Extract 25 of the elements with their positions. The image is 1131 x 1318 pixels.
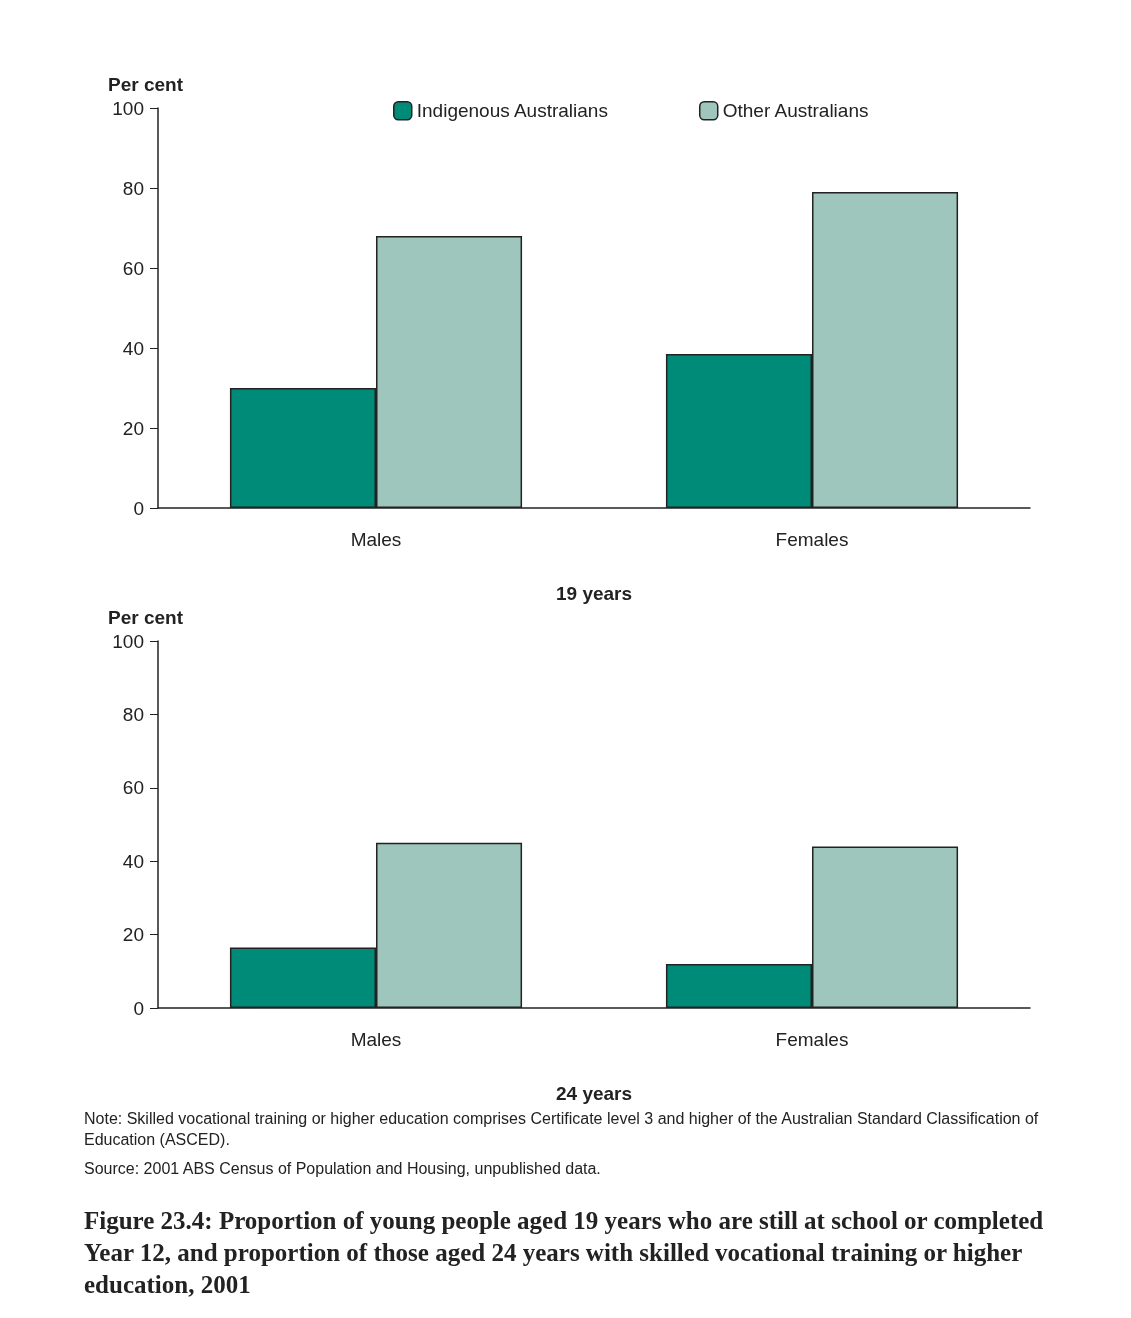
y-tick-label: 100 xyxy=(112,97,144,119)
x-tick-label: Females xyxy=(775,529,849,550)
x-axis-title: 19 years xyxy=(555,583,633,604)
y-tick-label: 40 xyxy=(122,337,144,359)
text: Note: Skilled vocational training or higher education comprises Certificate level 3 and higher of the Australian Standard Classification of Education (ASCED). xyxy=(84,1109,1040,1150)
source-note: Source: 2001 ABS Census of Population and Housing, unpublished data. xyxy=(84,1159,602,1179)
y-tick-label: 100 xyxy=(112,630,144,652)
y-tick-label: 80 xyxy=(122,703,144,725)
legend-label: Indigenous Australians xyxy=(416,100,608,122)
y-tick-label: 60 xyxy=(122,257,144,279)
y-tick-label: 0 xyxy=(133,997,144,1019)
legend-label: Other Australians xyxy=(722,100,869,122)
y-axis-title: Per cent xyxy=(108,74,184,95)
x-tick-label: Males xyxy=(350,1029,402,1050)
caption: Figure 23.4: Proportion of young people aged 19 years who are still at school or completed Year 12, and proportion of those aged 24 years with skilled vocational training or higher education, 2001 xyxy=(84,1206,1045,1300)
y-tick-label: 60 xyxy=(122,777,144,799)
y-tick-label: 40 xyxy=(122,850,144,872)
y-tick-label: 20 xyxy=(122,417,144,439)
y-axis-title: Per cent xyxy=(108,607,184,628)
y-tick-label: 80 xyxy=(122,177,144,199)
y-tick-label: 20 xyxy=(122,924,144,946)
x-tick-label: Females xyxy=(775,1029,849,1050)
x-tick-label: Males xyxy=(350,529,402,550)
y-tick-label: 0 xyxy=(133,497,144,519)
x-axis-title: 24 years xyxy=(555,1083,633,1104)
